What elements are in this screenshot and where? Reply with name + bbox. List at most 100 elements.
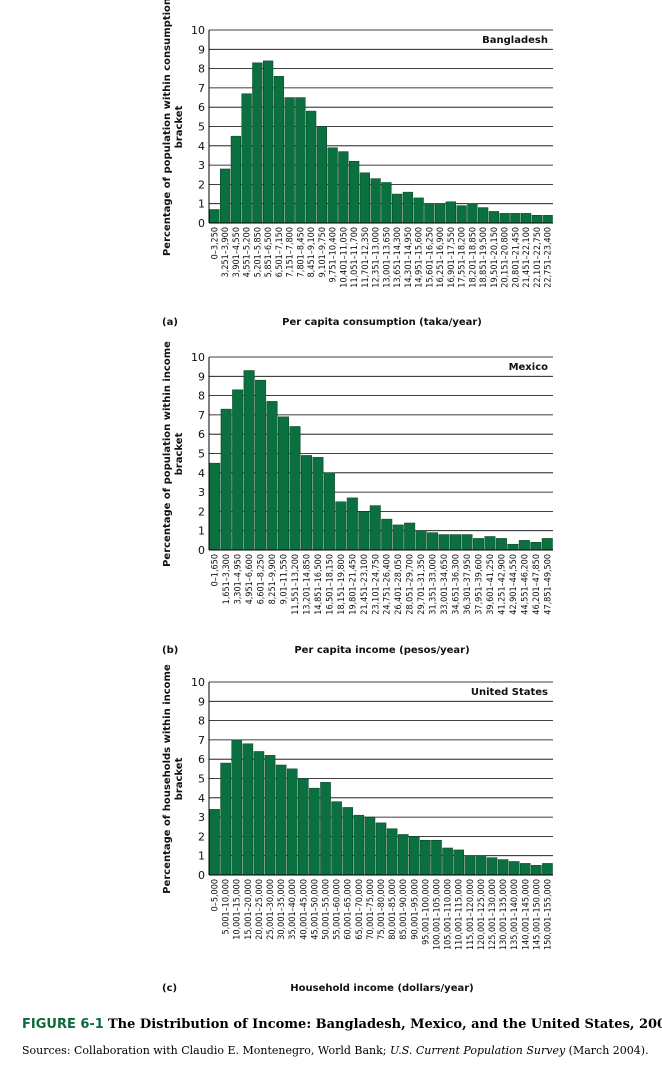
- x-tick-label: 145,001–150,000: [532, 879, 542, 950]
- x-tick-label: 0–5,000: [211, 879, 221, 911]
- bar: [499, 213, 510, 224]
- x-tick-label: 12,351–13,000: [372, 227, 382, 288]
- x-tick-label: 6,501–7,150: [275, 227, 285, 277]
- y-axis-label: Percentage of households within incomebr…: [162, 664, 185, 894]
- bar: [284, 97, 295, 224]
- x-tick-label: 19,501–20,150: [490, 227, 500, 288]
- y-axis-label-line: bracket: [174, 105, 185, 148]
- x-tick-label: 15,601–16,250: [425, 227, 435, 288]
- x-tick-label: 14,851–16,500: [314, 554, 324, 615]
- bar: [508, 861, 520, 876]
- y-axis-label: Percentage of population within incomebr…: [162, 341, 185, 567]
- bar: [241, 93, 252, 224]
- x-tick-label: 34,651–36,300: [452, 554, 462, 615]
- x-tick-label: 10,401–11,050: [339, 227, 349, 288]
- x-tick-label: 44,551–46,200: [520, 554, 530, 615]
- y-tick-label: 9: [198, 695, 205, 708]
- y-tick-label: 6: [198, 101, 205, 114]
- x-tick-label: 9,751–10,400: [329, 227, 339, 283]
- x-tick-label: 35,001–40,000: [288, 879, 298, 940]
- y-axis-label-line: Percentage of households within income: [162, 664, 173, 894]
- bar: [273, 76, 284, 224]
- bar: [521, 213, 532, 224]
- y-axis-label-line: Percentage of population within consumpt…: [162, 0, 173, 256]
- x-tick-label: 26,401–28,050: [394, 554, 404, 615]
- x-tick-label: 4,951–6,600: [245, 554, 255, 604]
- bar: [320, 782, 331, 876]
- x-tick-label: 14,301–14,950: [404, 227, 414, 288]
- bar: [531, 865, 542, 876]
- y-tick-label: 3: [198, 486, 205, 499]
- bar: [424, 203, 435, 224]
- bar: [358, 511, 370, 551]
- bar: [232, 389, 244, 551]
- bar: [306, 110, 317, 224]
- bar: [381, 518, 393, 551]
- bar: [375, 822, 387, 876]
- bar: [335, 501, 347, 551]
- bar: [445, 201, 456, 224]
- y-tick-label: 2: [198, 505, 205, 518]
- x-tick-label: 95,001–100,000: [421, 879, 431, 945]
- y-tick-label: 8: [198, 715, 205, 728]
- bar: [338, 151, 349, 224]
- bar: [531, 215, 542, 224]
- sources-italic: U.S. Current Population Survey: [390, 1044, 566, 1057]
- x-tick-label: 29,701–31,350: [417, 554, 427, 615]
- y-tick-label: 1: [198, 850, 205, 863]
- y-axis-label: Percentage of population within consumpt…: [162, 0, 185, 256]
- bar: [475, 855, 487, 876]
- x-tick-label: 13,651–14,300: [393, 227, 403, 288]
- bar: [467, 203, 478, 224]
- x-tick-label: 3,901–4,550: [232, 227, 242, 277]
- x-tick-label: 18,851–19,500: [479, 227, 489, 288]
- x-tick-label: 41,251–42,900: [497, 554, 507, 615]
- x-tick-label: 28,051–29,700: [406, 554, 416, 615]
- x-tick-label: 100,001–105,000: [432, 879, 442, 950]
- bar: [431, 840, 442, 876]
- bar: [488, 211, 499, 224]
- y-tick-label: 8: [198, 63, 205, 76]
- y-tick-label: 3: [198, 811, 205, 824]
- x-tick-label: 4,551–5,200: [243, 227, 253, 277]
- chart-panel-2: 0 1 2 3 4 5 6 7 8 9 10 0–1,650 1,651–3,300 3,301–4,95…: [162, 341, 553, 656]
- x-tick-label: 9,101–9,750: [318, 227, 328, 277]
- x-tick-label: 21,451–23,100: [360, 554, 370, 615]
- bar: [243, 370, 255, 551]
- x-tick-label: 90,001–95,000: [410, 879, 420, 940]
- y-tick-label: 3: [198, 159, 205, 172]
- x-tick-label: 25,001–30,000: [266, 879, 276, 940]
- chart-title: Mexico: [509, 362, 549, 373]
- bar: [415, 530, 427, 551]
- bar: [316, 126, 327, 224]
- x-tick-label: 13,201–14,850: [302, 554, 312, 615]
- bar: [252, 62, 263, 224]
- bar: [453, 849, 464, 876]
- bar: [286, 768, 298, 876]
- x-tick-label: 47,851–49,500: [543, 554, 553, 615]
- bar: [497, 859, 509, 876]
- bar: [353, 814, 365, 876]
- bar: [342, 807, 354, 876]
- bar: [295, 97, 306, 224]
- bar: [255, 379, 267, 551]
- y-tick-label: 0: [198, 217, 205, 230]
- bar: [464, 855, 476, 876]
- x-tick-label: 18,201–18,850: [468, 227, 478, 288]
- bar: [312, 457, 324, 551]
- bar: [420, 840, 431, 876]
- bar: [220, 168, 231, 224]
- x-tick-label: 9,01–11,550: [280, 554, 290, 604]
- bar: [331, 801, 342, 876]
- x-tick-label: 80,001–85,000: [388, 879, 398, 940]
- x-tick-label: 23,101–24,750: [371, 554, 381, 615]
- x-tick-label: 33,001–34,650: [440, 554, 450, 615]
- x-tick-label: 30,001–35,000: [277, 879, 287, 940]
- figure-label: FIGURE 6-1: [22, 1017, 104, 1032]
- bar: [381, 182, 392, 224]
- y-tick-label: 0: [198, 869, 205, 882]
- chart-title: United States: [471, 687, 548, 698]
- panel-label: (a): [162, 317, 178, 328]
- bar: [346, 497, 358, 551]
- y-tick-label: 9: [198, 370, 205, 383]
